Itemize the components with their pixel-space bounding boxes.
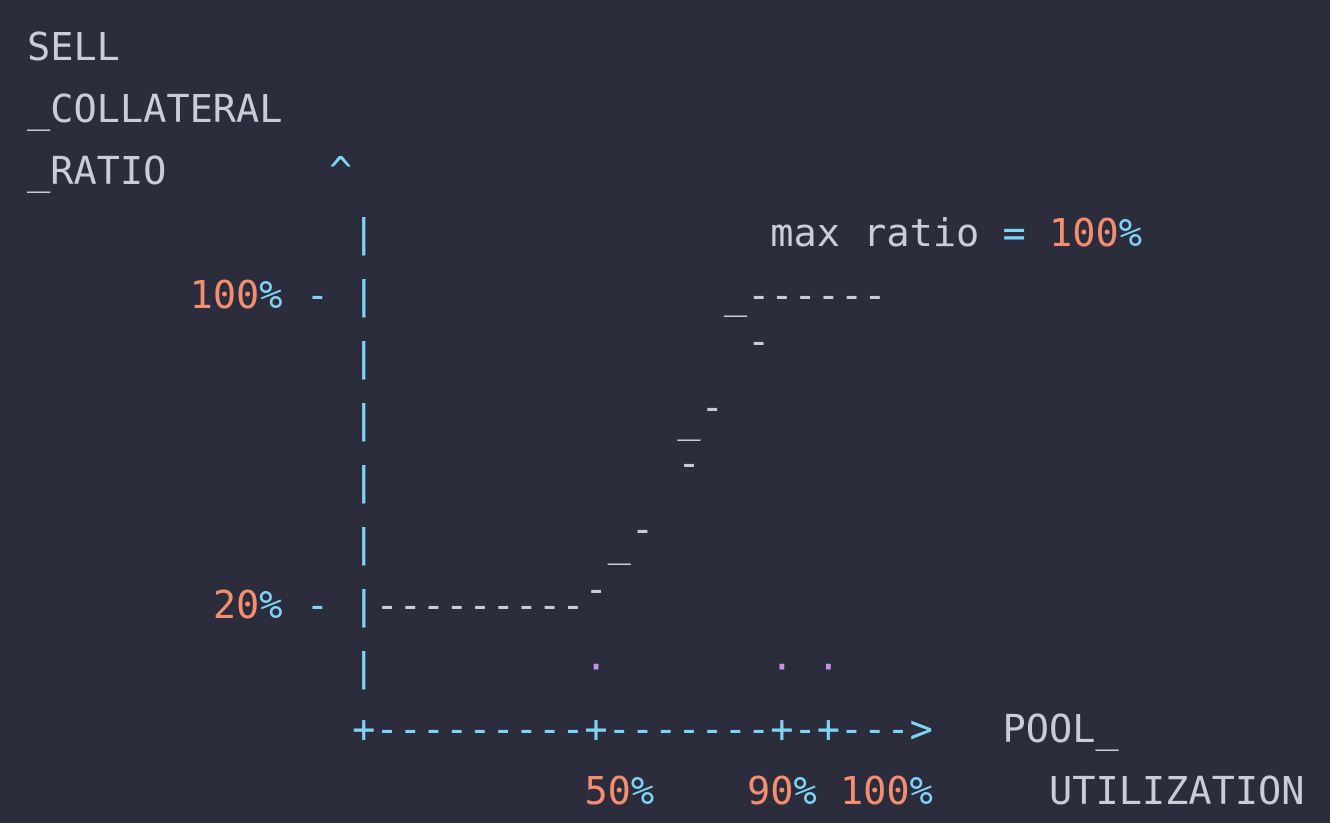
ascii-utilization-ratio-diagram: SELL _COLLATERAL _RATIO ^ | max ratio = 10… [27,17,1305,823]
y-axis-bar: | [352,521,376,566]
diagram-row-3: _RATIO ^ [27,141,1305,203]
x-tick-90-number: 90 [747,769,794,814]
diagram-row-8: | - [27,441,1305,513]
diagram-row-13: 50% 90% 100% UTILIZATION [27,761,1305,823]
diagram-row-12: +---------+-------+-+---> POOL_ [27,699,1305,761]
y-tick-20-number: 20 [212,583,260,628]
diagram-row-9: | _- [27,507,1305,575]
diagram-row-7: | _- [27,385,1305,451]
y-tick-100-percent: % [259,273,283,318]
y-tick-20-mark: - [305,583,329,628]
y-axis-arrow: ^ [328,149,353,194]
curve-segment: _- [607,507,655,566]
x-tick-50-number: 50 [584,769,631,814]
y-tick-20-percent: % [259,583,283,628]
y-tick-100-number: 100 [189,273,260,318]
y-axis-bar: | [352,211,376,256]
y-axis-label-line-1: SELL [27,25,120,70]
x-axis: +---------+-------+-+---> [352,707,933,752]
y-axis-bar: | [352,583,376,628]
x-tick-50-percent: % [630,769,655,814]
x-axis-label-line-1: POOL_ [1002,707,1119,752]
y-axis-bar: | [352,645,376,690]
y-axis-bar: | [352,273,376,318]
y-axis-bar: | [352,397,376,442]
diagram-row-5: 100% - | _------ [27,265,1305,327]
x-tick-100-number: 100 [839,769,910,814]
curve-segment: - [677,441,701,486]
diagram-row-10: 20% - |---------- [27,567,1305,637]
diagram-row-4: | max ratio = 100% [27,203,1305,265]
guide-dot-50: · [584,645,608,690]
guide-dot-90: · [770,645,794,690]
curve-plateau-segment: _------ [723,273,887,318]
y-axis-label-line-2: _COLLATERAL [27,87,283,132]
curve-segment: - [747,319,771,364]
x-tick-90-percent: % [793,769,817,814]
guide-dot-100: · [816,645,840,690]
y-tick-100-mark: - [305,273,329,318]
x-axis-label-line-2: UTILIZATION [1049,769,1305,814]
diagram-row-1: SELL [27,17,1305,79]
diagram-row-2: _COLLATERAL [27,79,1305,141]
y-axis-label-line-3: _RATIO [27,149,167,194]
curve-floor-segment: ---------- [375,567,608,628]
max-ratio-value: 100 [1049,211,1119,256]
y-axis-bar: | [352,335,376,380]
max-ratio-annotation-label: max ratio [770,211,980,256]
curve-segment: _- [677,385,724,442]
diagram-row-11: | · · · [27,637,1305,699]
diagram-row-6: | - [27,319,1305,389]
max-ratio-equals: = [1002,211,1026,256]
x-tick-100-percent: % [909,769,933,814]
max-ratio-percent: % [1118,211,1142,256]
y-axis-bar: | [352,459,376,504]
